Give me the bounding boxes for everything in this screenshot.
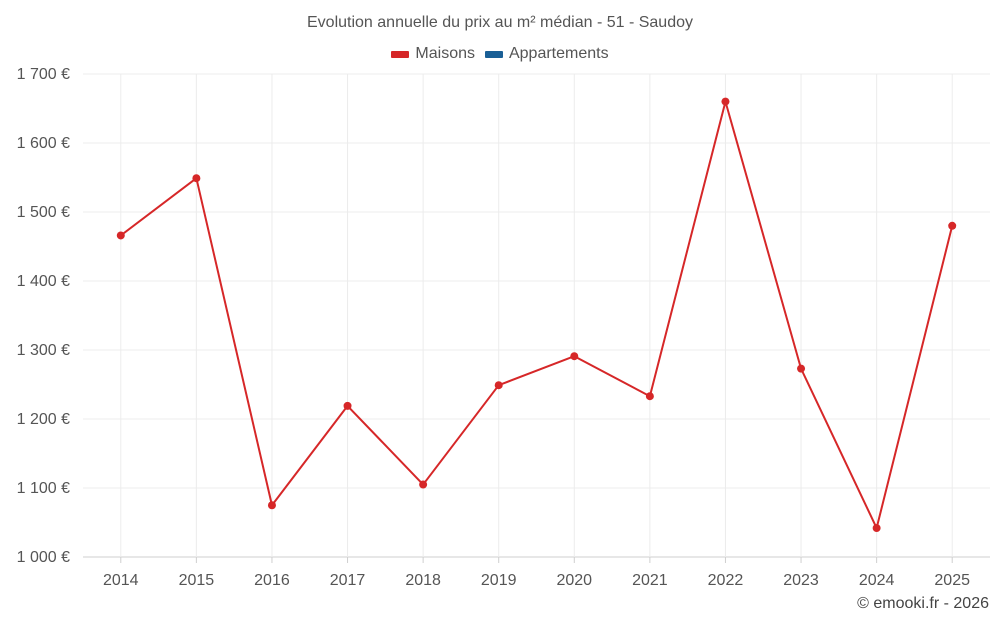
data-point — [494, 381, 503, 390]
y-tick-label: 1 100 € — [17, 480, 70, 497]
x-tick-label: 2019 — [481, 572, 517, 589]
data-point — [721, 97, 730, 106]
data-point — [948, 221, 957, 230]
legend-swatch-maisons — [391, 50, 410, 58]
x-tick-label: 2016 — [254, 572, 290, 589]
data-point — [343, 401, 352, 410]
x-tick-label: 2021 — [632, 572, 668, 589]
legend-label-appartements: Appartements — [508, 45, 609, 62]
y-tick-label: 1 200 € — [17, 411, 70, 428]
legend-label-maisons: Maisons — [415, 45, 475, 62]
data-point — [267, 501, 276, 510]
x-tick-label: 2020 — [556, 572, 592, 589]
x-tick-label: 2022 — [708, 572, 744, 589]
y-tick-label: 1 400 € — [17, 273, 70, 290]
chart-title: Evolution annuelle du prix au m² médian … — [307, 14, 693, 31]
data-point — [419, 480, 428, 489]
x-tick-label: 2015 — [179, 572, 215, 589]
x-tick-label: 2024 — [859, 572, 895, 589]
legend: Maisons Appartements — [0, 45, 1000, 63]
legend-item-maisons[interactable]: Maisons — [391, 45, 475, 63]
data-point — [570, 352, 579, 361]
legend-item-appartements[interactable]: Appartements — [484, 45, 609, 63]
y-tick-label: 1 700 € — [17, 66, 70, 83]
data-point — [797, 364, 806, 373]
credit-text[interactable]: © emooki.fr - 2026 — [857, 595, 989, 612]
y-tick-label: 1 300 € — [17, 342, 70, 359]
series-line-maisons — [120, 100, 954, 530]
data-point — [645, 392, 654, 401]
data-point — [116, 231, 125, 240]
x-tick-label: 2025 — [934, 572, 970, 589]
x-tick-label: 2018 — [405, 572, 441, 589]
y-tick-label: 1 600 € — [17, 135, 70, 152]
data-point — [872, 524, 881, 533]
data-point — [192, 174, 201, 183]
legend-swatch-appartements — [484, 50, 503, 58]
x-tick-label: 2017 — [330, 572, 366, 589]
y-tick-label: 1 000 € — [17, 549, 70, 566]
x-tick-label: 2014 — [103, 572, 139, 589]
y-tick-label: 1 500 € — [17, 204, 70, 221]
x-tick-label: 2023 — [783, 572, 819, 589]
